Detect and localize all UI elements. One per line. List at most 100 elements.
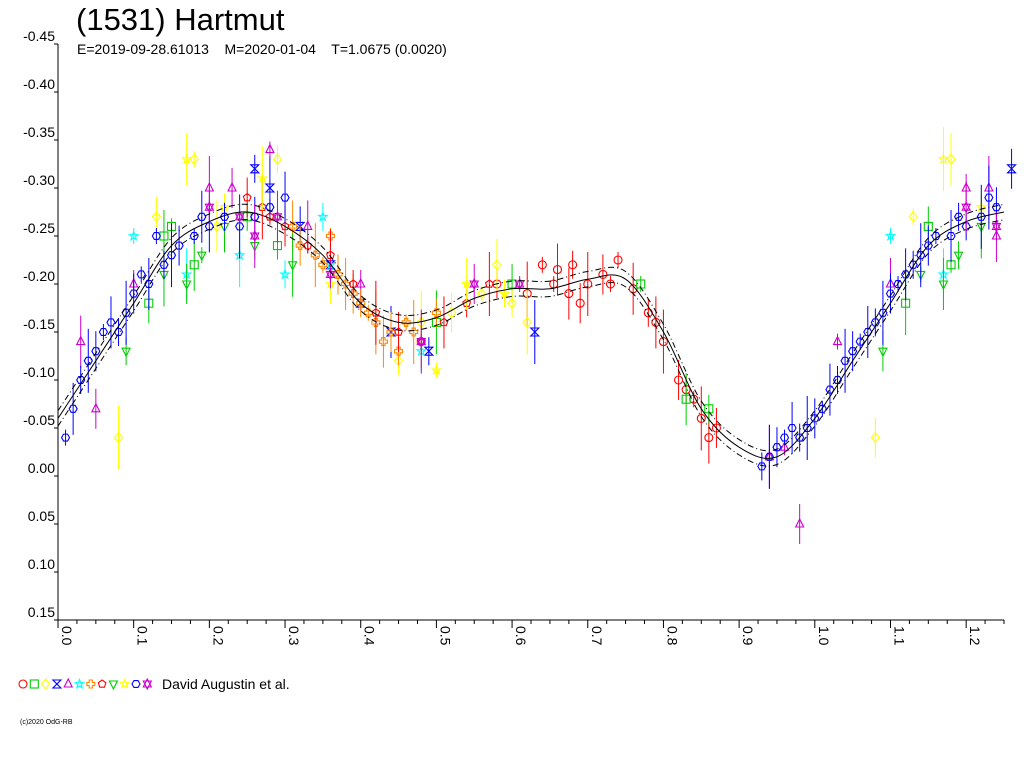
- data-point: [564, 289, 574, 299]
- data-point: [265, 203, 275, 212]
- chart-title: (1531) Hartmut: [76, 2, 285, 37]
- data-point: [469, 277, 480, 288]
- data-point: [371, 317, 381, 327]
- data-point: [68, 404, 78, 413]
- fit-curve: [57, 203, 1005, 467]
- y-tick-label: -0.15: [23, 316, 55, 332]
- data-point: [794, 517, 805, 528]
- data-point: [60, 433, 71, 442]
- legend-symbol: [73, 677, 86, 689]
- data-point: [234, 210, 245, 221]
- data-point: [870, 431, 881, 444]
- y-tick-label: -0.45: [23, 28, 55, 44]
- data-point: [507, 279, 517, 289]
- legend-symbol: [108, 680, 119, 691]
- x-tick-label: 0.5: [437, 626, 453, 646]
- data-point: [848, 347, 858, 356]
- y-tick-label: 0.00: [28, 460, 55, 476]
- data-point: [242, 192, 252, 202]
- data-point: [779, 440, 790, 451]
- data-point: [279, 268, 291, 280]
- series-6: [127, 202, 950, 372]
- chart-subtitle: E=2019-09-28.61013 M=2020-01-04 T=1.0675…: [77, 41, 447, 57]
- x-tick-label: 0.2: [210, 626, 226, 646]
- data-point: [953, 212, 964, 221]
- data-point: [832, 375, 843, 385]
- data-point: [681, 394, 691, 404]
- data-point: [136, 270, 146, 279]
- legend-symbol: [86, 679, 96, 689]
- data-point: [197, 212, 207, 221]
- data-point: [575, 298, 585, 308]
- data-point: [204, 203, 215, 214]
- data-point: [976, 212, 986, 221]
- data-point: [90, 402, 101, 413]
- legend-symbol: [131, 679, 141, 689]
- data-point: [961, 200, 972, 211]
- data-point: [469, 280, 480, 291]
- data-point: [802, 423, 812, 433]
- data-point: [227, 181, 237, 192]
- data-point: [256, 172, 269, 184]
- data-point: [460, 277, 473, 289]
- data-point: [204, 222, 214, 231]
- y-tick-label: -0.20: [23, 268, 55, 284]
- y-tick-label: -0.40: [23, 76, 55, 92]
- data-point: [908, 260, 918, 269]
- data-point: [264, 183, 276, 193]
- series-12: [204, 181, 1002, 374]
- data-point: [423, 346, 435, 356]
- data-point: [764, 452, 775, 461]
- data-point: [498, 287, 511, 299]
- data-point: [522, 316, 532, 329]
- y-tick-label: -0.30: [23, 172, 55, 188]
- data-point: [83, 356, 93, 365]
- x-tick-label: 0.4: [362, 626, 378, 646]
- y-tick-label: -0.35: [23, 124, 55, 140]
- data-point: [885, 289, 896, 298]
- data-point: [127, 229, 140, 241]
- legend-symbol: [63, 677, 74, 688]
- x-tick-label: 0.0: [59, 626, 75, 646]
- legend-label: David Augustin et al.: [162, 676, 290, 692]
- data-point: [900, 270, 911, 279]
- data-points: [60, 127, 1017, 544]
- data-point: [810, 414, 820, 423]
- x-tick-label: 1.1: [891, 626, 907, 646]
- legend-symbols: [18, 677, 153, 691]
- data-point: [696, 413, 706, 423]
- data-point: [356, 298, 366, 308]
- y-tick-label: -0.10: [23, 364, 55, 380]
- data-point: [658, 337, 668, 347]
- data-point: [371, 308, 381, 317]
- data-point: [394, 346, 404, 356]
- data-point: [355, 277, 366, 288]
- data-point: [430, 364, 443, 376]
- data-point: [394, 327, 404, 336]
- data-point: [76, 375, 86, 385]
- legend-symbol: [142, 680, 153, 691]
- data-point: [249, 232, 260, 243]
- fit-curve-lower-band: [57, 219, 1005, 467]
- data-point: [953, 251, 964, 262]
- legend-symbol: [142, 677, 153, 688]
- data-point: [151, 231, 162, 241]
- x-tick-label: 0.7: [589, 626, 605, 646]
- series-1: [492, 243, 721, 464]
- data-point: [393, 354, 404, 367]
- data-point: [674, 375, 684, 385]
- series-4: [249, 148, 1017, 366]
- data-point: [272, 153, 283, 166]
- data-point: [628, 284, 638, 294]
- y-tick-label: 0.10: [28, 556, 55, 572]
- x-tick-label: 0.6: [513, 626, 529, 646]
- data-point: [961, 222, 971, 231]
- data-point: [832, 335, 843, 346]
- data-point: [840, 356, 850, 365]
- fit-curve-line: [57, 211, 1005, 459]
- data-point: [294, 221, 306, 231]
- data-point: [484, 279, 494, 288]
- data-point: [552, 265, 563, 275]
- data-point: [249, 229, 260, 240]
- data-point: [704, 433, 714, 443]
